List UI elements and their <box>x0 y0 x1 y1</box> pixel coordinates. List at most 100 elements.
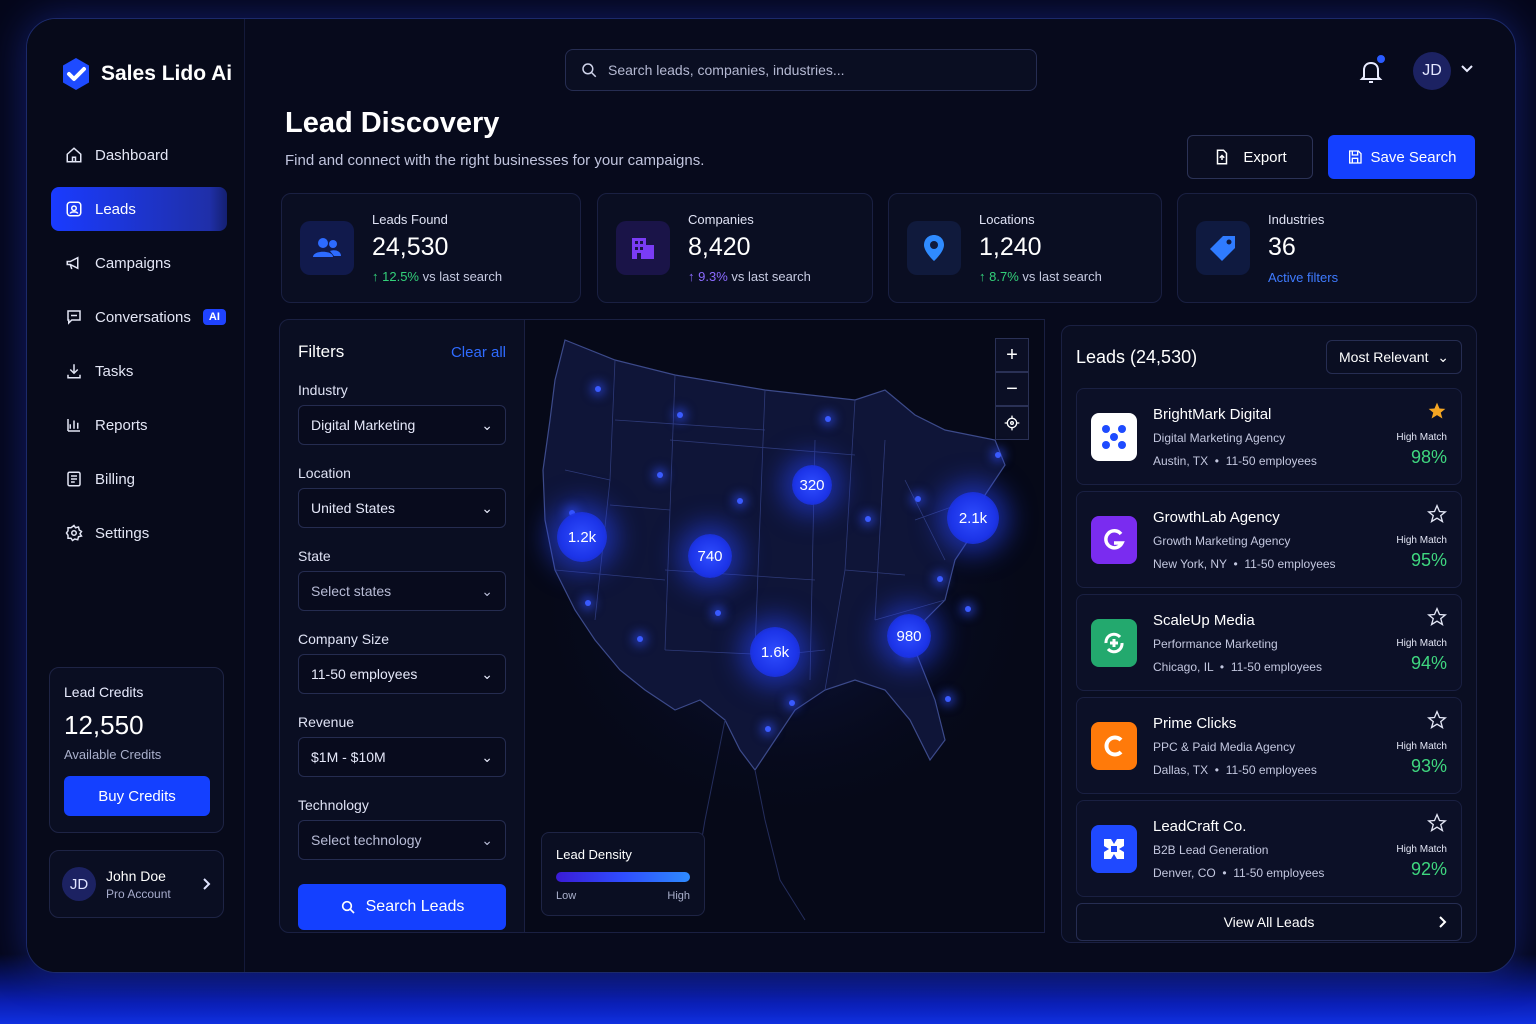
lead-dot <box>945 696 951 702</box>
export-icon <box>1217 149 1228 165</box>
lead-meta: Denver, CO • 11-50 employees <box>1153 865 1325 880</box>
megaphone-icon <box>66 256 79 270</box>
save-search-label: Save Search <box>1370 148 1457 166</box>
chevron-right-icon <box>203 878 211 890</box>
search-icon <box>582 63 597 78</box>
stat-delta: ↑ 9.3% vs last search <box>688 269 811 284</box>
lead-meta: Dallas, TX • 11-50 employees <box>1153 762 1317 777</box>
export-button[interactable]: Export <box>1187 135 1313 179</box>
zoom-in-button[interactable]: + <box>995 338 1029 372</box>
state-select[interactable]: Select states ⌄ <box>298 571 506 611</box>
lead-density-map[interactable]: + − 1.2k 740 320 2.1k 980 1.6k Lead Dens… <box>525 319 1045 933</box>
sidebar-item-tasks[interactable]: Tasks <box>51 349 227 393</box>
technology-select[interactable]: Select technology ⌄ <box>298 820 506 860</box>
legend-gradient <box>556 872 690 882</box>
sidebar-item-dashboard[interactable]: Dashboard <box>51 133 227 177</box>
lead-card[interactable]: BrightMark Digital Digital Marketing Age… <box>1076 388 1462 485</box>
company-size-select[interactable]: 11-50 employees ⌄ <box>298 654 506 694</box>
revenue-select[interactable]: $1M - $10M ⌄ <box>298 737 506 777</box>
match-value: 92% <box>1410 859 1447 879</box>
brand[interactable]: Sales Lido Ai <box>61 57 232 91</box>
star-icon[interactable] <box>1426 606 1448 627</box>
lead-cluster[interactable]: 1.6k <box>750 627 800 677</box>
brightmark-logo-icon <box>1091 412 1137 461</box>
sidebar-item-reports[interactable]: Reports <box>51 403 227 447</box>
view-all-leads-button[interactable]: View All Leads <box>1076 903 1462 941</box>
stat-value: 24,530 <box>372 233 449 261</box>
sort-select[interactable]: Most Relevant ⌄ <box>1326 340 1462 374</box>
header-avatar[interactable]: JD <box>1413 52 1451 90</box>
filters-panel: Filters Clear all Industry Digital Marke… <box>279 319 525 933</box>
save-icon <box>1348 150 1362 164</box>
save-search-button[interactable]: Save Search <box>1328 135 1475 179</box>
chevron-right-icon <box>1439 916 1447 928</box>
filter-label: Company Size <box>298 631 390 647</box>
sidebar-item-settings[interactable]: Settings <box>51 511 227 555</box>
sidebar-item-campaigns[interactable]: Campaigns <box>51 241 227 285</box>
lead-density-legend: Lead Density Low High <box>541 832 705 916</box>
bell-icon[interactable] <box>1359 59 1383 85</box>
clear-all-link[interactable]: Clear all <box>450 343 506 361</box>
match-value: 98% <box>1410 447 1447 467</box>
lead-card[interactable]: ScaleUp Media Performance Marketing Chic… <box>1076 594 1462 691</box>
legend-title: Lead Density <box>556 847 632 862</box>
lead-dot <box>585 600 591 606</box>
filter-label: Location <box>298 465 351 481</box>
filter-label: Industry <box>298 382 348 398</box>
match-label: High Match <box>1396 535 1447 546</box>
filter-label: State <box>298 548 331 564</box>
star-icon[interactable] <box>1426 503 1448 524</box>
location-select[interactable]: United States ⌄ <box>298 488 506 528</box>
chevron-down-icon[interactable] <box>1461 65 1473 73</box>
sidebar-item-conversations[interactable]: Conversations AI <box>51 295 227 339</box>
buy-credits-button[interactable]: Buy Credits <box>64 776 210 816</box>
leads-panel: Leads (24,530) Most Relevant ⌄ BrightMark… <box>1061 325 1477 943</box>
lead-card[interactable]: Prime Clicks PPC & Paid Media Agency Dal… <box>1076 697 1462 794</box>
stat-label: Locations <box>979 212 1035 227</box>
lead-cluster[interactable]: 320 <box>792 465 832 505</box>
users-icon <box>300 221 354 275</box>
brand-logo-icon <box>63 58 89 90</box>
sidebar-item-label: Conversations <box>95 308 191 326</box>
active-filters-link[interactable]: Active filters <box>1268 269 1339 285</box>
star-filled-icon[interactable] <box>1427 401 1447 421</box>
stat-card-locations: Locations 1,240 ↑ 8.7% vs last search <box>888 193 1162 303</box>
billing-icon <box>67 471 81 487</box>
download-icon <box>67 364 81 379</box>
page-title: Lead Discovery <box>285 107 500 139</box>
lead-cluster[interactable]: 980 <box>887 614 931 658</box>
star-icon[interactable] <box>1426 812 1448 833</box>
lead-card[interactable]: LeadCraft Co. B2B Lead Generation Denver… <box>1076 800 1462 897</box>
search-input[interactable] <box>608 62 1008 78</box>
building-icon <box>616 221 670 275</box>
lead-cluster[interactable]: 740 <box>688 534 732 578</box>
lead-cluster[interactable]: 1.2k <box>557 512 607 562</box>
lead-dot <box>789 700 795 706</box>
lead-card[interactable]: GrowthLab Agency Growth Marketing Agency… <box>1076 491 1462 588</box>
app-window: Sales Lido Ai Dashboard Leads Campaigns … <box>26 18 1516 973</box>
user-card[interactable]: JD John Doe Pro Account <box>49 850 224 918</box>
sidebar: Sales Lido Ai Dashboard Leads Campaigns … <box>27 19 245 972</box>
stat-value: 1,240 <box>979 233 1042 261</box>
star-icon[interactable] <box>1426 709 1448 730</box>
sidebar-item-label: Billing <box>95 470 136 488</box>
industry-select[interactable]: Digital Marketing ⌄ <box>298 405 506 445</box>
match-label: High Match <box>1396 638 1447 649</box>
lead-name: BrightMark Digital <box>1153 405 1272 423</box>
stat-delta: ↑ 12.5% vs last search <box>372 269 503 284</box>
lead-dot <box>965 606 971 612</box>
lead-dot <box>715 610 721 616</box>
sidebar-item-billing[interactable]: Billing <box>51 457 227 501</box>
page-subtitle: Find and connect with the right business… <box>285 152 705 169</box>
stat-label: Leads Found <box>372 212 448 227</box>
match-value: 93% <box>1410 756 1447 776</box>
zoom-out-button[interactable]: − <box>995 372 1029 406</box>
search-leads-button[interactable]: Search Leads <box>298 884 506 930</box>
lead-dot <box>657 472 663 478</box>
lead-cluster[interactable]: 2.1k <box>947 492 999 544</box>
locate-button[interactable] <box>995 406 1029 440</box>
sidebar-item-leads[interactable]: Leads <box>51 187 227 231</box>
match-label: High Match <box>1396 741 1447 752</box>
search-bar[interactable] <box>565 49 1037 91</box>
chevron-down-icon: ⌄ <box>481 416 493 433</box>
